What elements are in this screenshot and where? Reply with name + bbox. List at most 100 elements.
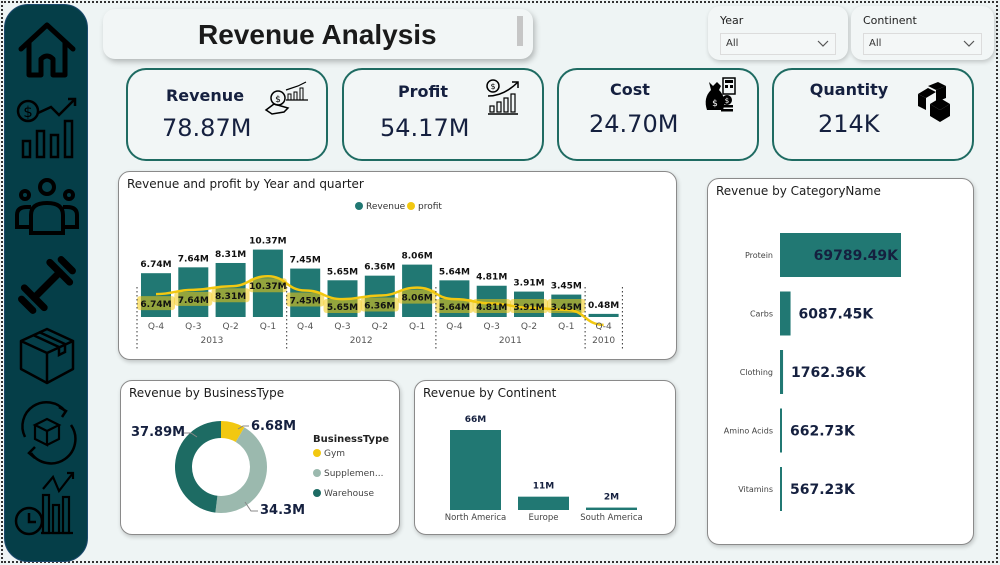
quarter-tick-label: Q-3 [334,322,350,332]
continent-data-label: 2M [604,493,619,503]
kpi-value: 54.17M [380,114,470,142]
chart-title: Revenue and profit by Year and quarter [127,177,364,191]
legend-marker [313,449,321,457]
quarter-tick-label: Q-1 [409,322,425,332]
year-dropdown[interactable]: All [720,33,836,55]
kpi-card-revenue: Revenue 78.87M $ [126,68,328,161]
continent-bar[interactable] [450,430,501,510]
kpi-card-profit: Profit 54.17M $ [342,68,544,161]
sidebar-item-revenue[interactable]: $ [13,95,81,163]
leader-line [237,425,249,430]
leader-line [244,501,258,512]
profit-data-label: 6.74M [140,300,171,310]
legend-profit-label: profit [418,202,442,212]
continent-bar[interactable] [586,507,637,510]
category-bar[interactable] [780,291,791,336]
profit-data-label: 4.81M [476,303,507,313]
revenue-data-label: 7.45M [290,256,321,266]
category-bar-chart: Protein 69789.49K Carbs 6087.45K Clothing 176… [724,233,901,511]
continent-data-label: 11M [533,482,555,492]
category-bar[interactable] [780,467,782,511]
money-bag-calculator-icon: $ $ [705,77,736,112]
sidebar-item-home[interactable] [13,15,81,83]
slice-data-label: 6.68M [251,419,296,434]
sidebar-item-fitness[interactable] [13,251,81,319]
quarter-tick-label: Q-3 [185,322,201,332]
profit-data-label: 7.64M [178,296,209,306]
revenue-bar[interactable] [588,313,619,317]
legend-label[interactable]: Gym [324,449,345,459]
continent-dropdown-value: All [869,38,882,49]
category-bar[interactable] [780,233,901,277]
category-bar[interactable] [780,408,782,453]
revenue-data-label: 5.64M [439,267,470,277]
kpi-value: 78.87M [162,114,252,142]
continent-slicer-label: Continent [863,14,917,27]
revenue-data-label: 5.65M [327,267,358,277]
revenue-data-label: 7.64M [178,254,209,264]
quarter-tick-label: Q-1 [558,322,574,332]
donut-slice[interactable] [215,427,267,513]
continent-bar[interactable] [518,496,569,510]
kpi-label: Cost [610,80,650,99]
legend-label[interactable]: Supplemen... [324,469,383,479]
clock-chart-icon [14,471,75,536]
svg-text:$: $ [23,103,33,121]
continent-bar-chart: 66M North America 11M Europe 2M South America [445,415,643,523]
title-scrollbar[interactable] [517,16,523,46]
category-bar[interactable] [780,350,784,394]
category-data-label: 662.73K [790,424,856,440]
legend-label[interactable]: Warehouse [324,489,374,499]
kpi-label: Profit [397,82,449,101]
year-dropdown-value: All [726,38,739,49]
kpi-label: Quantity [809,80,889,99]
chart-title: Revenue by CategoryName [716,184,881,198]
sidebar-item-trends[interactable] [13,471,81,539]
revenue-data-label: 6.36M [364,263,395,273]
profit-data-label: 8.06M [402,294,433,304]
profit-label-bg [323,299,362,313]
legend-marker [313,469,321,477]
donut-slice[interactable] [221,421,245,443]
home-icon [18,22,76,78]
boxes-icon [918,82,950,122]
sidebar-nav: $ [4,4,88,562]
sidebar-item-products[interactable] [13,321,81,389]
kpi-card-cost: Cost 24.70M $ $ [557,68,759,161]
revenue-businesstype-card: Revenue by BusinessType 6.68M 34.3M 37.89M… [120,380,400,535]
quarter-tick-label: Q-1 [260,322,276,332]
year-group-label: 2013 [200,336,223,346]
sidebar-item-customers[interactable] [13,173,81,241]
revenue-data-label: 3.91M [513,279,544,289]
revenue-data-label: 4.81M [476,273,507,283]
revenue-category-card: Revenue by CategoryName Protein 69789.49K… [707,178,974,545]
sidebar-item-inventory[interactable] [13,397,81,465]
category-tick-label: Clothing [740,368,773,377]
year-group-label: 2011 [499,336,522,346]
donut-slice[interactable] [174,421,221,513]
category-tick-label: Vitamins [738,485,773,494]
year-group-label: 2010 [592,336,615,346]
revenue-data-label: 8.06M [402,252,433,262]
category-data-label: 567.23K [790,482,856,498]
box-cycle-icon [21,401,77,465]
svg-text:$: $ [712,99,718,109]
kpi-label: Revenue [165,86,245,105]
svg-text:$: $ [275,95,281,105]
profit-data-label: 3.45M [551,303,582,313]
category-data-label: 69789.49K [814,248,900,264]
quarter-tick-label: Q-4 [297,322,314,332]
svg-text:$: $ [490,82,495,91]
legend-title: BusinessType [313,434,389,445]
continent-tick-label: South America [580,513,642,523]
page-title: Revenue Analysis [198,19,437,50]
legend-profit-marker [407,202,415,210]
quarter-tick-label: Q-4 [595,322,612,332]
dumbbell-icon [18,256,76,314]
profit-label-bg [510,299,548,313]
revenue-data-label: 3.45M [551,282,582,292]
profit-label-bg [211,288,250,303]
year-group-label: 2012 [350,336,373,346]
continent-dropdown[interactable]: All [863,33,982,55]
